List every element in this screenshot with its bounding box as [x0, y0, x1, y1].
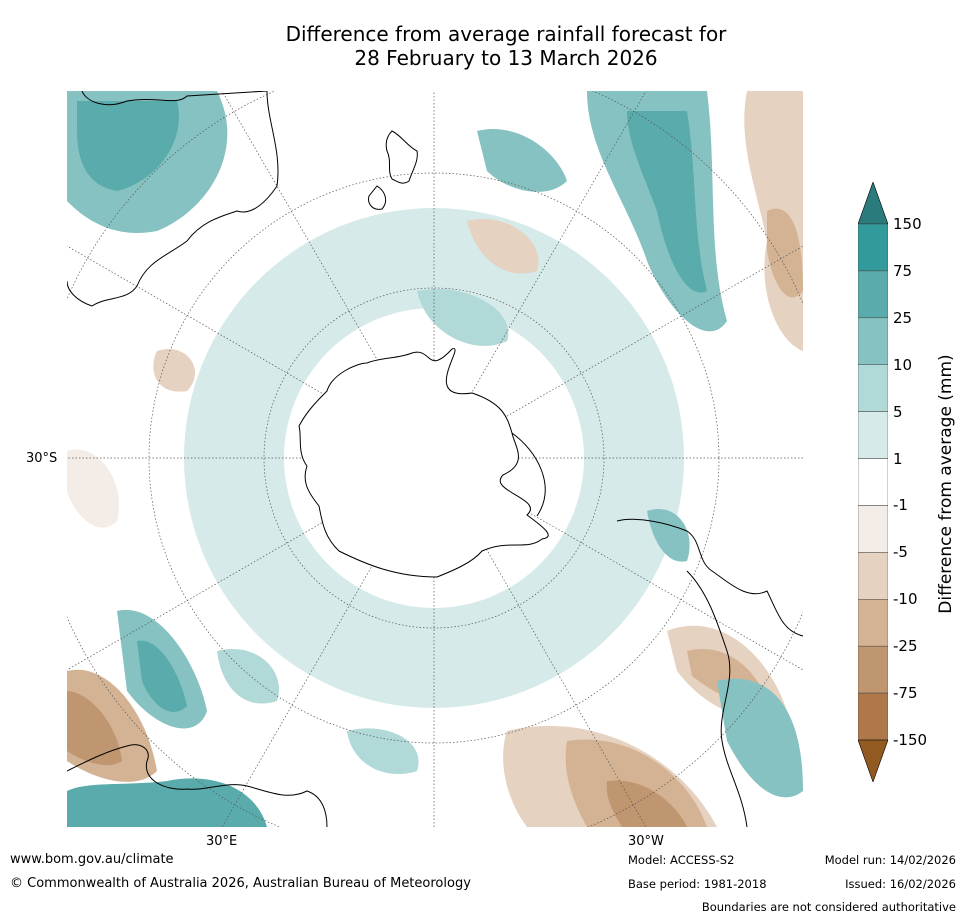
- title-line-1: Difference from average rainfall forecas…: [285, 22, 727, 46]
- colorbar-tick-label: -75: [893, 684, 918, 703]
- colorbar-tick-label: 1: [893, 449, 903, 468]
- footer-model: Model: ACCESS-S2: [628, 853, 735, 867]
- footer-issued: Issued: 16/02/2026: [845, 877, 956, 891]
- footer-disclaimer: Boundaries are not considered authoritat…: [701, 900, 956, 914]
- south-america-outline: [616, 518, 803, 637]
- colorbar-tick-label: -5: [893, 543, 908, 562]
- title-line-2: 28 February to 13 March 2026: [354, 46, 658, 70]
- colorbar-segment: [857, 692, 889, 741]
- colorbar-tick-label: -25: [893, 637, 918, 656]
- colorbar-tick-label: 150: [893, 215, 922, 233]
- colorbar-segment: [857, 599, 889, 647]
- colorbar-tick-label: -10: [893, 590, 918, 609]
- new-zealand-outline: [368, 130, 418, 210]
- australia-outline: [67, 91, 279, 307]
- africa-outline: [67, 744, 328, 827]
- colorbar-segment: [857, 317, 889, 365]
- rainfall-map: [67, 91, 803, 827]
- lon-label-30e: 30°E: [206, 834, 238, 849]
- footer-website: www.bom.gov.au/climate: [10, 852, 174, 867]
- colorbar-segment: [857, 552, 889, 600]
- colorbar-segment: [857, 645, 889, 694]
- colorbar-segment: [857, 364, 889, 412]
- colorbar-segment: [857, 458, 889, 506]
- map-canvas: [67, 91, 803, 827]
- colorbar-segment: [857, 223, 889, 272]
- colorbar-tick-label: -150: [893, 731, 928, 749]
- antarctica-outline: [298, 348, 549, 578]
- colorbar-tick-label: 75: [893, 261, 913, 280]
- colorbar-tick-label: 25: [893, 308, 913, 327]
- map-title: Difference from average rainfall forecas…: [0, 22, 965, 70]
- lon-label-30w: 30°W: [628, 834, 664, 849]
- footer-copyright: © Commonwealth of Australia 2026, Austra…: [10, 876, 471, 891]
- footer-base-period: Base period: 1981-2018: [628, 877, 767, 891]
- colorbar-extend-top: [857, 181, 889, 225]
- colorbar-extend-bottom: [857, 739, 889, 783]
- lat-label-30s: 30°S: [26, 451, 58, 466]
- colorbar-canvas: [857, 181, 889, 783]
- colorbar: [857, 181, 889, 783]
- colorbar-tick-label: -1: [893, 496, 908, 515]
- colorbar-tick-label: 10: [893, 355, 913, 374]
- colorbar-tick-label: 5: [893, 402, 903, 421]
- colorbar-segment: [857, 505, 889, 553]
- coastlines: [67, 91, 803, 827]
- colorbar-title: Difference from average (mm): [936, 354, 956, 614]
- footer-model-run: Model run: 14/02/2026: [824, 853, 956, 867]
- colorbar-segment: [857, 270, 889, 319]
- colorbar-segment: [857, 411, 889, 459]
